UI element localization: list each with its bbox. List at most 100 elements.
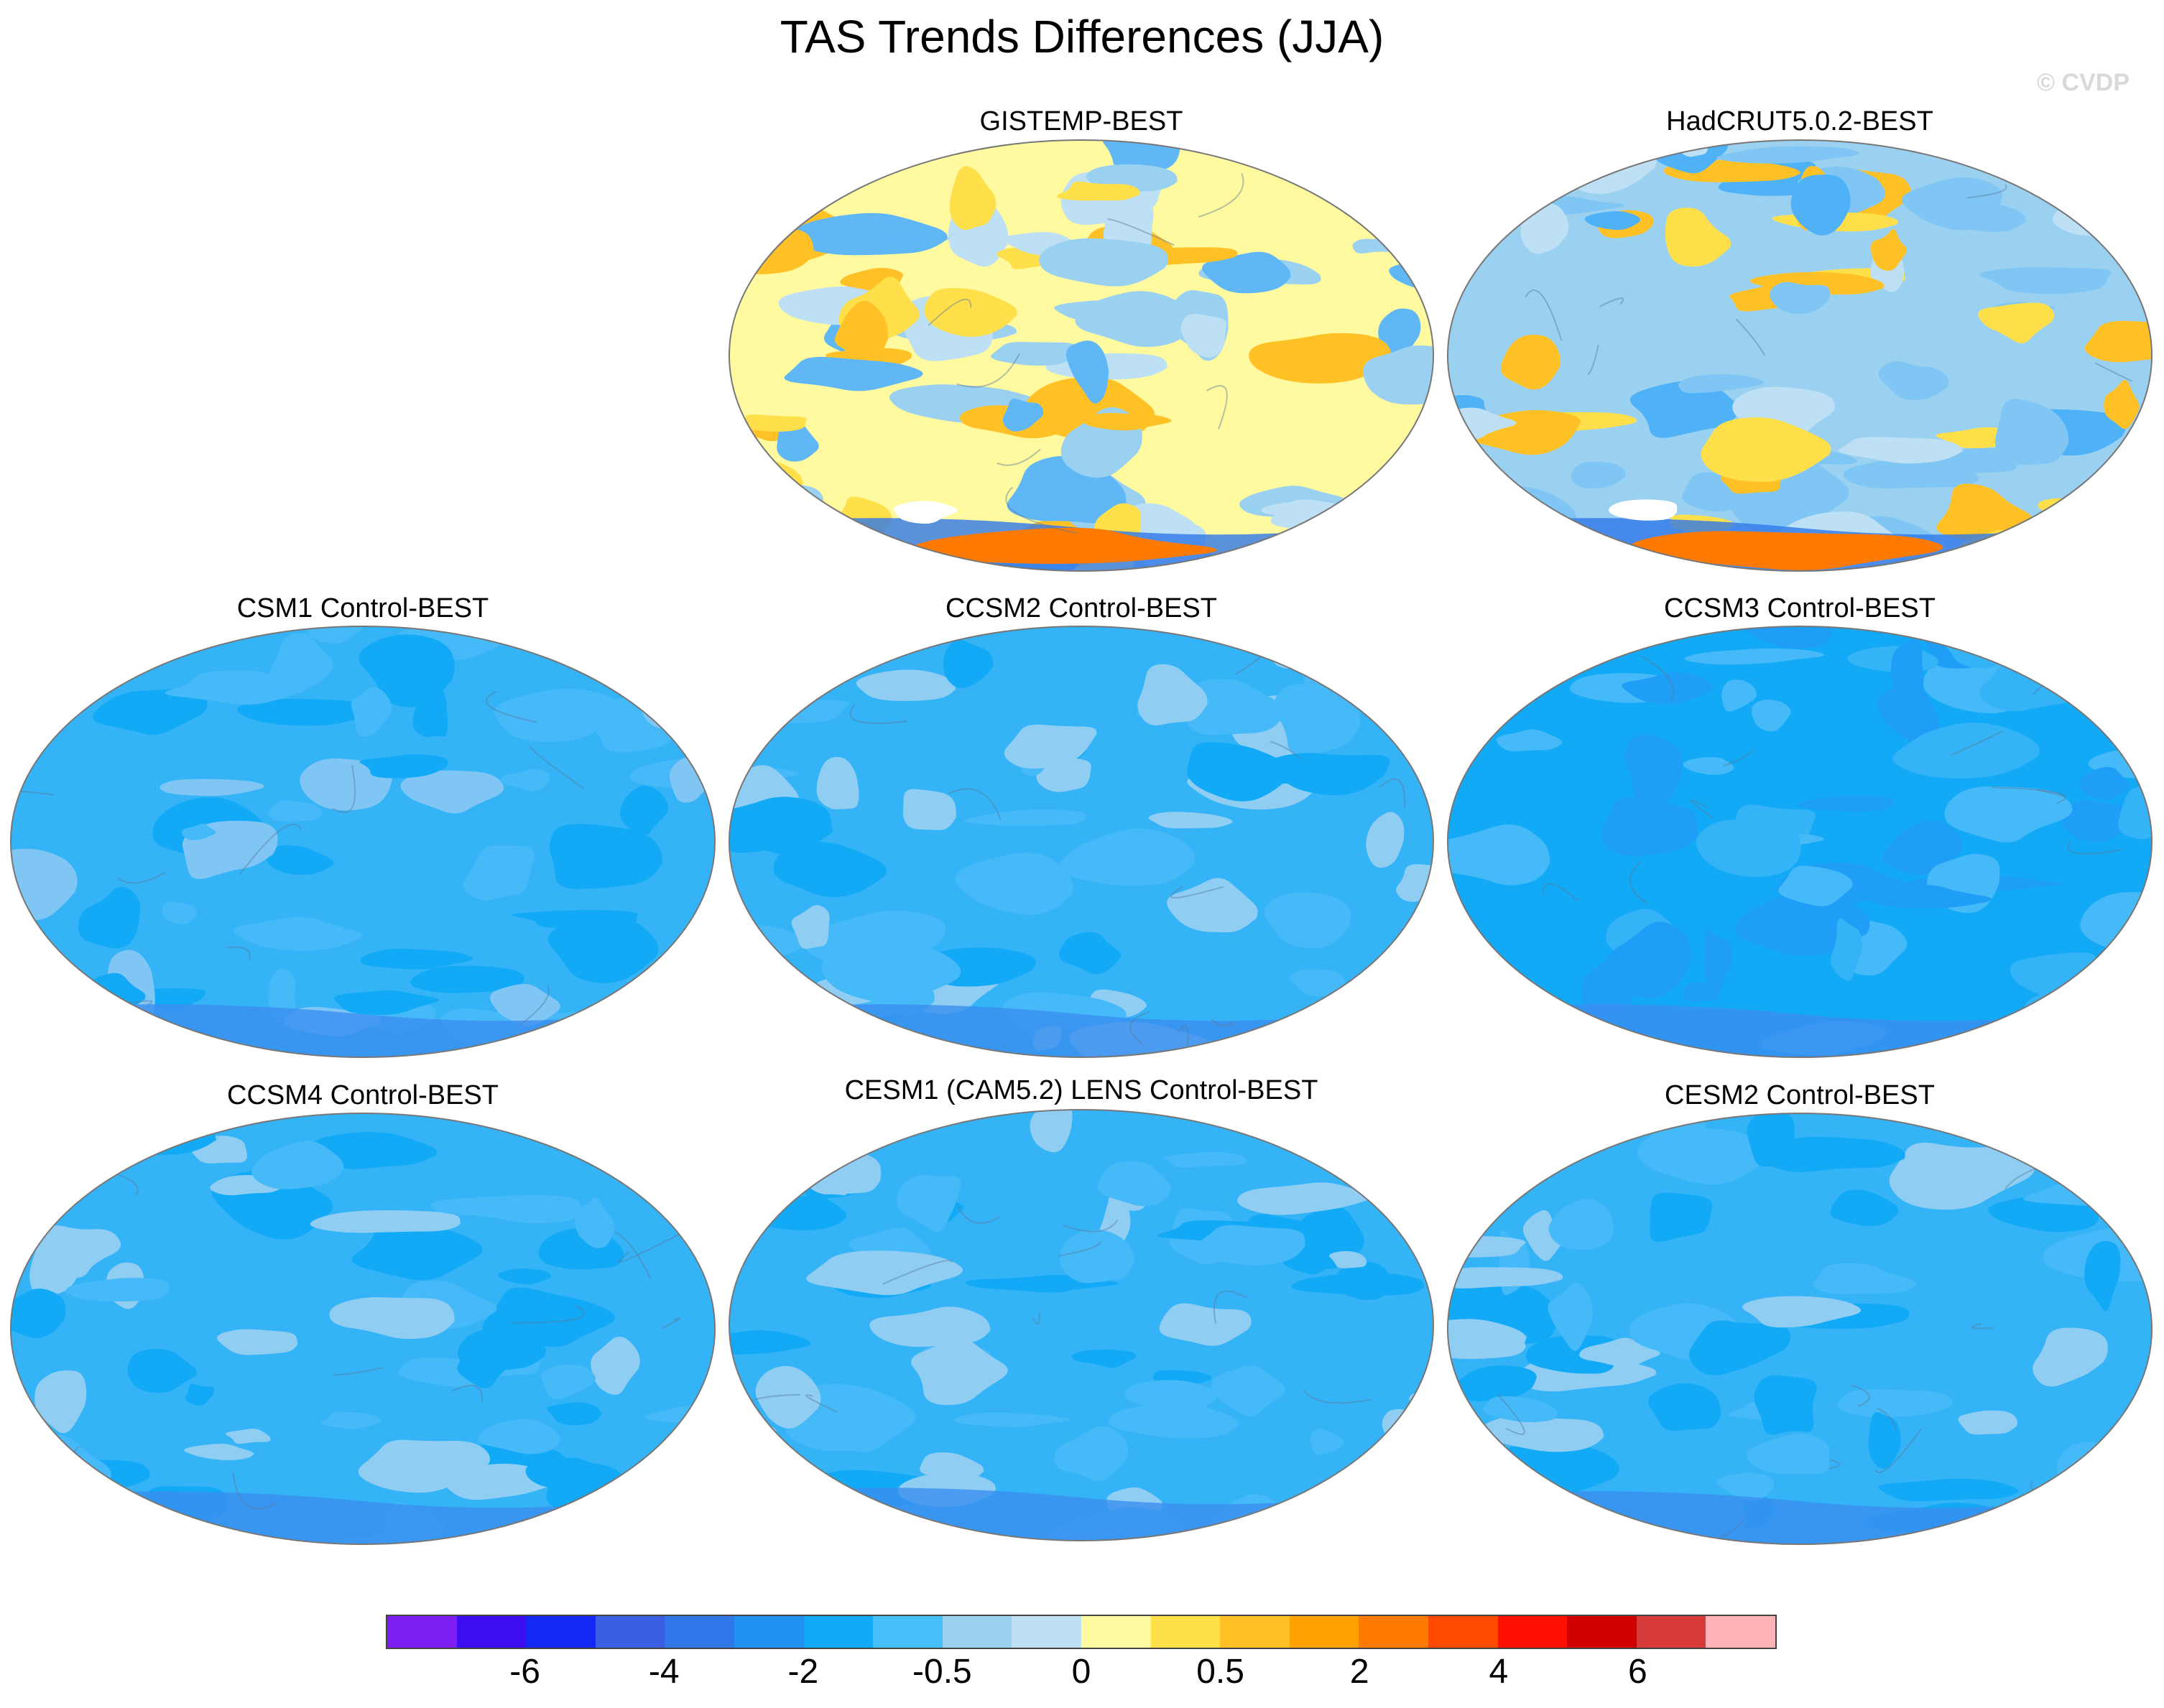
map-outline <box>729 139 1434 572</box>
colorbar-tick-label: -0.5 <box>912 1653 972 1691</box>
contour-region <box>1448 1163 1502 1230</box>
contour-region <box>953 1412 1078 1428</box>
contour-region <box>1290 968 1347 997</box>
contour-region <box>236 699 376 726</box>
coastline <box>1828 1459 1841 1470</box>
contour-region <box>29 1238 81 1299</box>
contour-region <box>1878 1478 2021 1502</box>
contour-region <box>11 1113 57 1138</box>
contour-region <box>1496 729 1565 752</box>
contour-region <box>1751 700 1793 732</box>
coastline <box>1991 786 2066 804</box>
contour-region <box>1548 1282 1594 1351</box>
coastline <box>117 872 165 884</box>
contour-region <box>2029 1495 2142 1544</box>
contour-region <box>547 913 663 983</box>
coastline <box>956 353 1020 388</box>
contour-region <box>1882 820 1964 876</box>
contour-region <box>1287 522 1372 571</box>
contour-region <box>1762 1136 1910 1172</box>
colorbar-tick-label: -2 <box>787 1653 819 1691</box>
contour-region <box>1864 885 2002 909</box>
coastline <box>1058 1241 1102 1257</box>
contour-region <box>233 916 368 951</box>
contour-region <box>184 1444 255 1461</box>
contour-region <box>162 901 198 924</box>
coastline <box>805 1394 838 1413</box>
contour-region <box>11 635 78 700</box>
contour-region <box>1346 1110 1433 1156</box>
coastline <box>614 1230 652 1279</box>
contour-region <box>1004 724 1097 769</box>
contour-region <box>1868 1412 1902 1469</box>
coastline <box>1966 184 2007 199</box>
contour-region <box>400 770 509 814</box>
contour-region <box>1501 335 1563 390</box>
coastline <box>1877 1407 1897 1430</box>
contour-region <box>621 656 681 692</box>
coastline <box>511 1304 586 1324</box>
contour-region <box>955 853 1076 915</box>
contour-region <box>1684 648 1831 665</box>
contour-region <box>729 414 807 432</box>
map-outline <box>10 1113 716 1545</box>
colorbar-cell <box>1567 1616 1637 1648</box>
contour-region <box>2079 766 2132 801</box>
contour-region <box>1163 1151 1247 1168</box>
contour-region <box>1892 723 2045 779</box>
contour-region <box>1211 1365 1291 1417</box>
contour-region <box>498 1268 553 1285</box>
coastline <box>1735 318 1766 356</box>
colorbar-cell <box>1150 1616 1221 1648</box>
coastline <box>1448 471 1452 486</box>
contour-region <box>773 842 894 898</box>
contour-region <box>1622 672 1716 705</box>
contour-region <box>729 495 816 553</box>
contour-region <box>1448 475 1486 537</box>
contour-region <box>2084 320 2152 363</box>
colorbar-cell <box>1289 1616 1359 1648</box>
colorbar-cell <box>1706 1616 1775 1648</box>
contour-region <box>1060 1230 1137 1284</box>
contour-region <box>949 166 999 231</box>
contour-region <box>642 687 706 730</box>
contour-region <box>310 1132 443 1169</box>
contour-region <box>320 1411 384 1429</box>
coastline <box>1270 741 1302 760</box>
colorbar-cell <box>1359 1616 1428 1648</box>
contour-region <box>2062 800 2135 842</box>
contour-region <box>1303 659 1393 684</box>
missing-data-region <box>1609 499 1678 521</box>
contour-region <box>34 1370 88 1434</box>
contour-region <box>11 1031 128 1057</box>
contour-region <box>1876 682 1941 744</box>
contour-region <box>1648 1383 1722 1431</box>
coastline <box>957 1206 1000 1224</box>
map-outline <box>729 1109 1434 1541</box>
contour-region <box>1448 1267 1568 1289</box>
contour-region <box>2082 1444 2152 1484</box>
colorbar-tick-label: 0 <box>1071 1653 1091 1691</box>
contour-region <box>1579 1337 1666 1368</box>
coastline <box>529 746 584 789</box>
coastline <box>1170 886 1224 899</box>
contour-region <box>498 626 532 646</box>
missing-data-region <box>893 501 961 524</box>
contour-region <box>1838 437 1966 464</box>
contour-region <box>2084 1240 2121 1312</box>
contour-region <box>1124 1380 1220 1413</box>
colorbar-cell <box>1220 1616 1290 1648</box>
coastline <box>1587 345 1599 376</box>
coastline <box>1851 1384 1871 1407</box>
contour-region <box>11 677 66 720</box>
contour-region <box>1518 1118 1563 1176</box>
contour-region <box>1363 345 1433 405</box>
contour-region <box>1584 211 1642 231</box>
contour-region <box>1249 333 1395 384</box>
contour-region <box>1108 1402 1240 1439</box>
coastline <box>997 448 1041 466</box>
contour-region <box>1202 251 1293 294</box>
coastline <box>1213 1290 1248 1324</box>
contour-region <box>1071 1349 1138 1368</box>
contour-region <box>352 1220 490 1281</box>
